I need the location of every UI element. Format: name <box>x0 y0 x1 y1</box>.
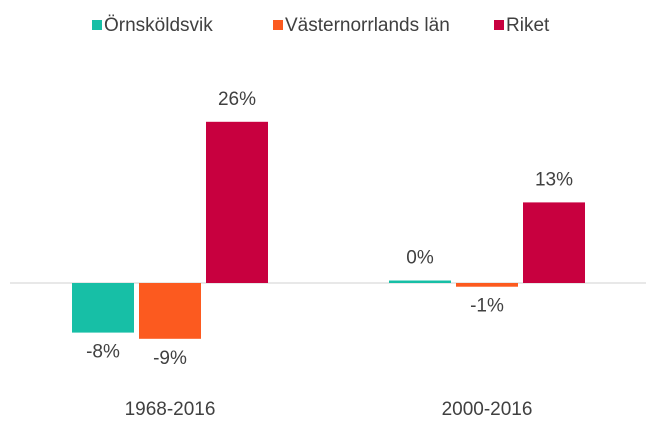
bar <box>523 202 585 283</box>
legend-label: Västernorrlands län <box>285 15 450 36</box>
value-label: -8% <box>86 342 120 363</box>
legend-swatch <box>273 20 283 30</box>
bar <box>389 280 451 283</box>
bar <box>139 283 201 339</box>
bar <box>456 283 518 287</box>
legend-label: Örnsköldsvik <box>104 15 213 36</box>
x-tick-label: 2000-2016 <box>442 399 533 420</box>
value-label: 13% <box>535 169 573 190</box>
value-label: -1% <box>470 296 504 317</box>
bar <box>206 121 268 283</box>
value-label: 0% <box>406 248 434 269</box>
value-label: 26% <box>218 89 256 110</box>
bar <box>72 283 134 333</box>
x-tick-label: 1968-2016 <box>125 399 216 420</box>
legend-swatch <box>494 20 504 30</box>
legend-swatch <box>92 20 102 30</box>
value-label: -9% <box>153 348 187 369</box>
legend-label: Riket <box>506 15 550 36</box>
